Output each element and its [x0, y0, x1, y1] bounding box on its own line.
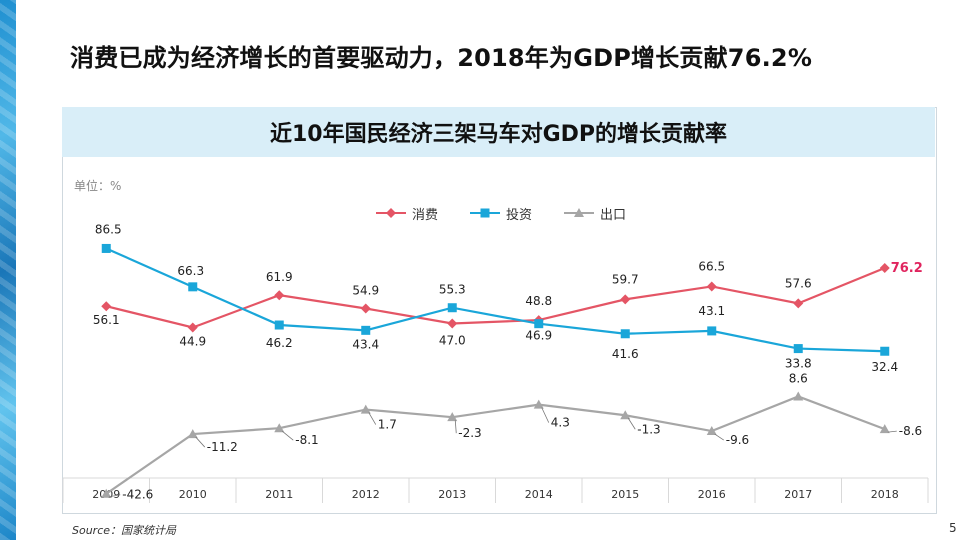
- label-leader-line: [368, 412, 377, 425]
- data-label-export: -8.6: [899, 424, 922, 438]
- label-leader-line: [281, 430, 294, 441]
- diamond-marker-icon: [376, 208, 406, 218]
- data-point-export: [360, 404, 371, 414]
- data-label-consumption: 76.2: [891, 261, 923, 276]
- x-tick-label: 2012: [352, 488, 380, 501]
- page-number: 5: [949, 521, 957, 535]
- data-label-consumption: 56.1: [93, 313, 120, 327]
- decorative-side-strip: [0, 0, 16, 540]
- data-label-export: -9.6: [726, 433, 749, 447]
- data-label-export: -11.2: [207, 440, 238, 454]
- legend-label: 出口: [600, 207, 627, 223]
- label-leader-line: [627, 418, 636, 430]
- label-leader-line: [887, 430, 897, 433]
- data-label-consumption: 54.9: [352, 283, 379, 297]
- data-label-investment: 46.2: [266, 336, 293, 350]
- x-tick-label: 2013: [438, 488, 466, 501]
- data-point-investment: [101, 243, 111, 253]
- label-leader-line: [109, 494, 121, 498]
- data-point-investment: [880, 346, 890, 356]
- data-label-investment: 46.9: [525, 329, 552, 343]
- series-line-export: [105, 395, 886, 495]
- chart-legend: 消费 投资 出口: [374, 202, 656, 224]
- data-label-investment: 86.5: [95, 222, 122, 236]
- data-point-export: [879, 424, 890, 434]
- x-tick-label: 2014: [525, 488, 553, 501]
- data-point-consumption: [360, 303, 371, 314]
- data-point-export: [793, 391, 804, 401]
- source-note: Source：国家统计局: [72, 524, 177, 537]
- data-point-consumption: [879, 263, 890, 274]
- data-point-consumption: [793, 298, 804, 309]
- data-point-export: [101, 488, 112, 498]
- data-point-consumption: [620, 294, 631, 305]
- data-point-investment: [188, 282, 198, 292]
- data-label-export: 8.6: [789, 371, 808, 385]
- series-line-consumption: [105, 267, 886, 329]
- data-label-export: 1.7: [378, 418, 397, 432]
- data-label-consumption: 66.5: [698, 259, 725, 273]
- data-point-investment: [793, 344, 803, 354]
- data-label-investment: 43.4: [352, 337, 379, 351]
- legend-item-consumption: 消费: [374, 204, 438, 223]
- label-leader-line: [541, 407, 550, 423]
- data-point-consumption: [101, 301, 112, 312]
- square-marker-icon: [470, 208, 501, 218]
- data-point-export: [274, 423, 285, 433]
- data-label-export: -1.3: [637, 422, 660, 436]
- data-label-investment: 41.6: [612, 347, 639, 361]
- data-label-consumption: 57.6: [785, 276, 812, 290]
- x-tick-label: 2016: [698, 488, 726, 501]
- data-label-investment: 43.1: [698, 304, 725, 318]
- chart-panel: [62, 107, 937, 514]
- data-point-investment: [361, 325, 371, 335]
- data-point-consumption: [274, 290, 285, 301]
- unit-label: 单位：%: [74, 179, 122, 193]
- data-label-consumption: 44.9: [179, 334, 206, 348]
- x-tick-label: 2017: [784, 488, 812, 501]
- data-label-consumption: 47.0: [439, 334, 466, 348]
- data-point-investment: [707, 326, 717, 336]
- data-point-consumption: [706, 281, 717, 292]
- data-point-consumption: [447, 318, 458, 329]
- data-point-investment: [447, 303, 457, 313]
- data-label-export: -42.6: [122, 488, 153, 502]
- legend-item-export: 出口: [562, 204, 626, 223]
- data-label-investment: 32.4: [871, 360, 898, 374]
- triangle-marker-icon: [564, 208, 595, 217]
- data-point-export: [187, 429, 198, 439]
- data-point-export: [447, 412, 458, 422]
- data-label-export: -8.1: [295, 433, 318, 447]
- data-label-export: 4.3: [551, 416, 570, 430]
- legend-item-investment: 投资: [468, 204, 532, 223]
- data-point-export: [706, 426, 717, 436]
- chart-title: 近10年国民经济三架马车对GDP的增长贡献率: [269, 122, 728, 147]
- data-label-consumption: 59.7: [612, 272, 639, 286]
- data-point-investment: [620, 329, 630, 339]
- data-point-investment: [274, 320, 284, 330]
- x-tick-label: 2015: [611, 488, 639, 501]
- data-label-investment: 55.3: [439, 283, 466, 297]
- chart-header: 近10年国民经济三架马车对GDP的增长贡献率: [62, 107, 935, 157]
- slide-title: 消费已成为经济增长的首要驱动力，2018年为GDP增长贡献76.2%: [70, 44, 813, 72]
- x-tick-label: 2018: [871, 488, 899, 501]
- x-tick-label: 2011: [265, 488, 293, 501]
- data-point-investment: [534, 319, 544, 329]
- data-label-consumption: 61.9: [266, 270, 293, 284]
- x-tick-label: 2010: [179, 488, 207, 501]
- data-label-investment: 33.8: [785, 357, 812, 371]
- label-leader-line: [195, 436, 206, 448]
- data-point-consumption: [187, 322, 198, 333]
- data-point-export: [533, 399, 544, 409]
- data-label-consumption: 48.8: [525, 294, 552, 308]
- legend-label: 消费: [412, 207, 439, 223]
- data-label-investment: 66.3: [177, 264, 204, 278]
- data-point-export: [620, 410, 631, 420]
- data-label-export: -2.3: [458, 426, 481, 440]
- legend-label: 投资: [506, 207, 533, 223]
- label-leader-line: [714, 433, 724, 441]
- label-leader-line: [454, 420, 457, 434]
- series-line-investment: [105, 247, 885, 353]
